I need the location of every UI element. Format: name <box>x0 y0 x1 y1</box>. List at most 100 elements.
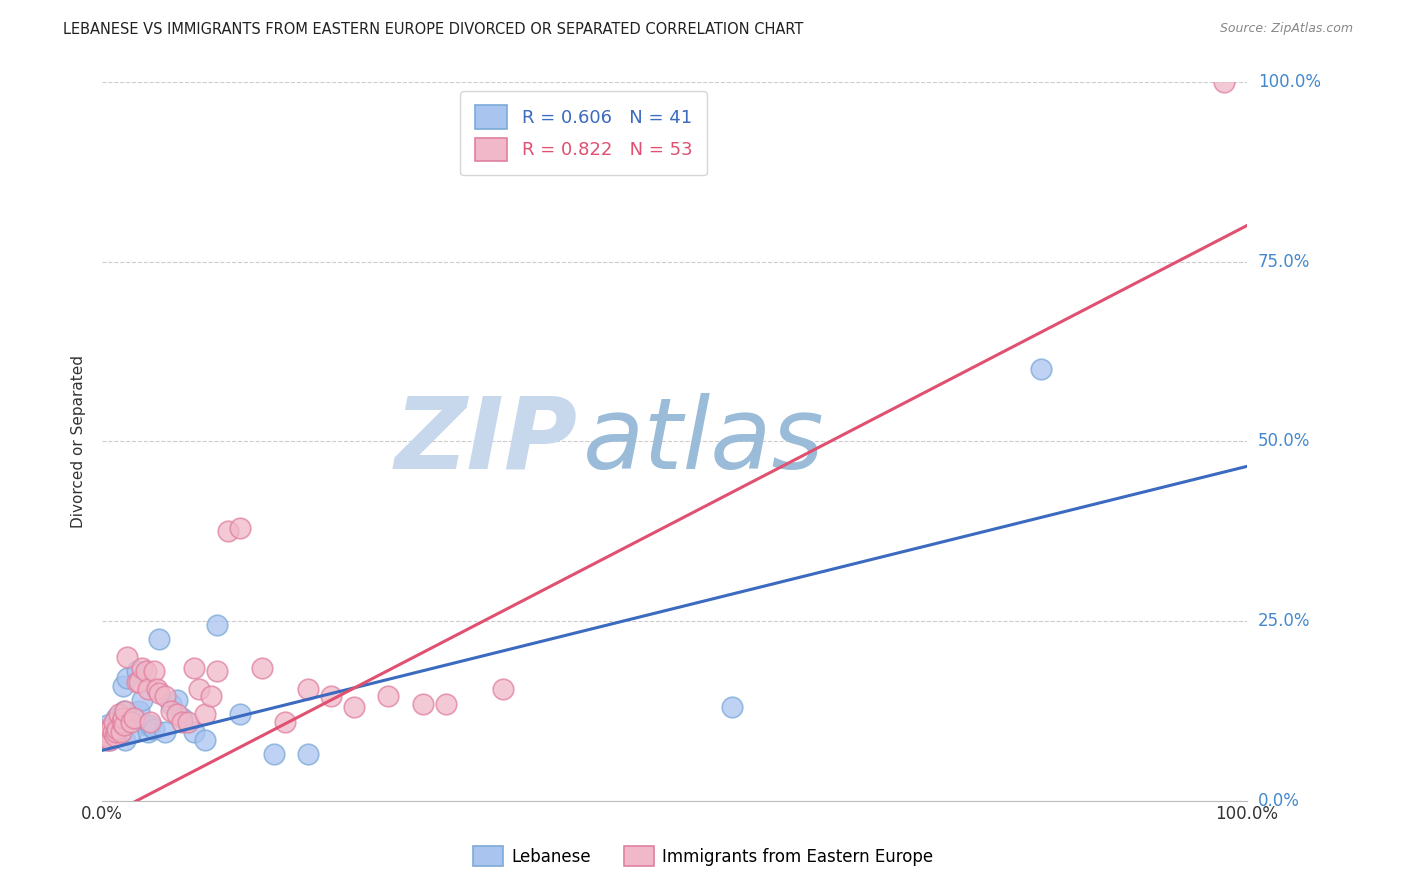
Point <box>94 722 117 736</box>
Point <box>160 704 183 718</box>
Point <box>188 682 211 697</box>
Point <box>263 747 285 761</box>
Point <box>93 729 115 743</box>
Point <box>183 725 205 739</box>
Point <box>97 729 120 743</box>
Point <box>135 718 157 732</box>
Point <box>136 725 159 739</box>
Point <box>108 729 131 743</box>
Point <box>492 682 515 697</box>
Text: 100.0%: 100.0% <box>1258 73 1320 91</box>
Point <box>98 722 121 736</box>
Point <box>122 711 145 725</box>
Point <box>131 661 153 675</box>
Text: 0.0%: 0.0% <box>1258 791 1299 810</box>
Point <box>111 714 134 729</box>
Point <box>111 711 134 725</box>
Y-axis label: Divorced or Separated: Divorced or Separated <box>72 355 86 528</box>
Point <box>98 729 121 743</box>
Point <box>205 617 228 632</box>
Point <box>177 714 200 729</box>
Text: 25.0%: 25.0% <box>1258 612 1310 630</box>
Point <box>112 718 135 732</box>
Point <box>114 732 136 747</box>
Point <box>377 690 399 704</box>
Point <box>100 725 122 739</box>
Point <box>104 718 127 732</box>
Point <box>105 722 128 736</box>
Point <box>153 690 176 704</box>
Point <box>720 700 742 714</box>
Point <box>166 707 188 722</box>
Point <box>172 711 194 725</box>
Point <box>122 711 145 725</box>
Point <box>412 697 434 711</box>
Point <box>96 725 118 739</box>
Legend: Lebanese, Immigrants from Eastern Europe: Lebanese, Immigrants from Eastern Europe <box>465 839 941 873</box>
Point <box>120 714 142 729</box>
Point <box>297 747 319 761</box>
Point <box>103 722 125 736</box>
Point <box>128 675 150 690</box>
Point <box>252 661 274 675</box>
Point <box>100 722 122 736</box>
Point <box>194 707 217 722</box>
Point <box>104 729 127 743</box>
Point <box>228 707 250 722</box>
Point <box>434 697 457 711</box>
Text: ZIP: ZIP <box>394 392 576 490</box>
Text: Source: ZipAtlas.com: Source: ZipAtlas.com <box>1219 22 1353 36</box>
Point <box>135 665 157 679</box>
Point <box>114 704 136 718</box>
Point <box>1029 362 1052 376</box>
Point <box>125 675 148 690</box>
Legend: R = 0.606   N = 41, R = 0.822   N = 53: R = 0.606 N = 41, R = 0.822 N = 53 <box>460 91 707 176</box>
Point <box>110 725 132 739</box>
Point <box>343 700 366 714</box>
Text: atlas: atlas <box>583 392 824 490</box>
Point <box>128 704 150 718</box>
Point <box>98 732 121 747</box>
Point <box>142 722 165 736</box>
Text: LEBANESE VS IMMIGRANTS FROM EASTERN EUROPE DIVORCED OR SEPARATED CORRELATION CHA: LEBANESE VS IMMIGRANTS FROM EASTERN EURO… <box>63 22 804 37</box>
Point <box>104 711 127 725</box>
Point <box>112 704 135 718</box>
Point <box>146 682 169 697</box>
Text: 50.0%: 50.0% <box>1258 433 1310 450</box>
Point <box>205 665 228 679</box>
Point <box>194 732 217 747</box>
Point <box>107 722 129 736</box>
Point <box>96 718 118 732</box>
Point <box>104 725 127 739</box>
Point <box>148 686 170 700</box>
Point <box>153 725 176 739</box>
Point <box>93 725 115 739</box>
Point <box>97 725 120 739</box>
Point <box>319 690 342 704</box>
Point <box>172 714 194 729</box>
Point <box>148 632 170 646</box>
Point <box>228 520 250 534</box>
Point <box>274 714 297 729</box>
Point <box>105 729 128 743</box>
Point <box>111 679 134 693</box>
Point <box>110 718 132 732</box>
Point <box>297 682 319 697</box>
Point <box>136 682 159 697</box>
Point <box>117 672 139 686</box>
Point <box>139 718 162 732</box>
Point <box>160 697 183 711</box>
Point <box>93 729 115 743</box>
Point <box>166 693 188 707</box>
Text: 75.0%: 75.0% <box>1258 252 1310 270</box>
Point <box>101 725 124 739</box>
Point <box>1212 75 1234 89</box>
Point <box>142 665 165 679</box>
Point <box>108 707 131 722</box>
Point <box>94 732 117 747</box>
Point <box>120 725 142 739</box>
Point <box>103 714 125 729</box>
Point <box>98 732 121 747</box>
Point <box>117 649 139 664</box>
Point <box>139 714 162 729</box>
